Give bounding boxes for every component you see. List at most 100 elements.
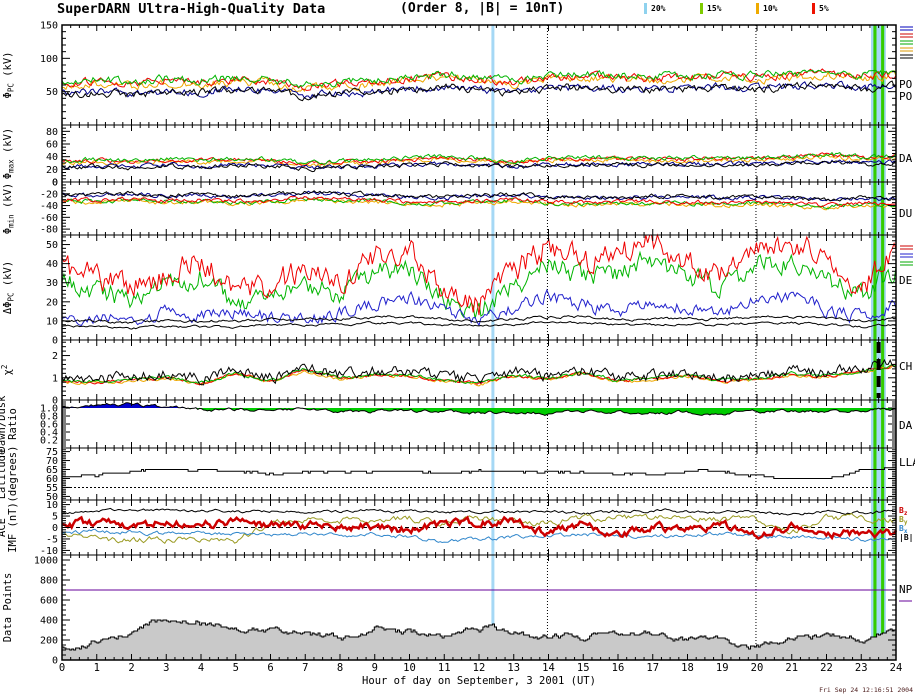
xtick-label: 24 xyxy=(890,662,903,674)
xtick-label: 5 xyxy=(233,662,239,674)
right-label-ch: CH xyxy=(899,360,912,373)
ytick-label-ratio: 0.2 xyxy=(40,436,58,447)
series-dphi-pc-black-upper xyxy=(61,315,897,324)
right-label-da: DA xyxy=(899,152,913,165)
ytick-label-latitude: 55 xyxy=(46,483,58,494)
panel-label-phi-pc: ΦPC (kV) xyxy=(2,52,16,99)
panel-phi-min xyxy=(61,190,897,211)
xtick-label: 12 xyxy=(473,662,486,674)
legend-label: 10% xyxy=(763,4,778,13)
panel-ratio xyxy=(61,402,897,417)
ytick-label-chi2: 2 xyxy=(52,351,58,362)
xtick-label: 13 xyxy=(507,662,520,674)
xtick-label: 8 xyxy=(337,662,343,674)
series-dphi-pc-green xyxy=(61,250,897,319)
ytick-label-data-points: 200 xyxy=(40,636,58,647)
ytick-label-ace-imf: 10 xyxy=(46,500,58,511)
legend-label: 20% xyxy=(651,4,666,13)
series-phi-min-orange xyxy=(61,197,897,211)
legend-swatch xyxy=(700,3,703,14)
panel-chi2 xyxy=(61,357,897,387)
ytick-label-ace-imf: 5 xyxy=(52,512,58,523)
panel-latitude xyxy=(62,467,896,488)
series-chi2-black xyxy=(61,357,897,386)
xtick-label: 15 xyxy=(577,662,590,674)
xtick-label: 17 xyxy=(646,662,659,674)
panel-phi-pc xyxy=(61,68,897,102)
ytick-label-phi-max: 0 xyxy=(52,178,58,189)
panel-label-ace-imf: IMF (nT) xyxy=(7,502,19,553)
axis-labels: 50100150020406080-80-60-40-2000102030405… xyxy=(0,21,915,695)
xtick-label: 1 xyxy=(94,662,100,674)
imf-component-label: Bz xyxy=(899,506,908,517)
ytick-label-phi-max: 80 xyxy=(46,127,58,138)
ytick-label-latitude: 60 xyxy=(46,474,58,485)
ytick-label-latitude: 65 xyxy=(46,465,58,476)
ytick-label-ratio: 0.4 xyxy=(40,428,58,439)
ytick-label-chi2: 0 xyxy=(52,396,58,407)
xtick-label: 23 xyxy=(855,662,868,674)
panel-ace-imf xyxy=(61,507,898,545)
right-label-po: PO xyxy=(899,90,912,103)
legend-label: 5% xyxy=(819,4,829,13)
ytick-label-chi2: 1 xyxy=(52,373,58,384)
xtick-label: 11 xyxy=(438,662,451,674)
series-phi-max-navy xyxy=(61,159,897,170)
series-phi-pc-orange xyxy=(61,69,897,93)
ytick-label-latitude: 50 xyxy=(46,492,58,503)
series-data-points-npts xyxy=(61,619,897,661)
series-phi-min-navy xyxy=(62,190,897,202)
right-label-du: DU xyxy=(899,207,912,220)
xtick-label: 18 xyxy=(681,662,694,674)
xtick-label: 10 xyxy=(403,662,416,674)
series-phi-pc-green xyxy=(61,69,897,89)
xtick-label: 2 xyxy=(128,662,134,674)
xtick-label: 21 xyxy=(785,662,798,674)
series-latitude-boundary-lat xyxy=(62,467,896,479)
series-phi-max-green xyxy=(61,151,897,165)
series-ace-imf-by xyxy=(61,512,897,545)
panel-label-latitude: Latitude xyxy=(0,449,8,500)
ytick-label-phi-pc: 100 xyxy=(40,54,58,65)
ytick-label-ace-imf: -5 xyxy=(46,534,58,545)
axes-frame xyxy=(61,24,897,661)
ytick-label-ace-imf: 0 xyxy=(52,523,58,534)
imf-component-label: |B| xyxy=(899,533,913,542)
ytick-label-ratio: 0.6 xyxy=(40,420,58,431)
ratio-fill-above xyxy=(62,402,896,408)
panel-label-ratio: Dawn/Dusk xyxy=(0,395,8,453)
ytick-label-dphi-pc: 20 xyxy=(46,297,58,308)
xtick-label: 7 xyxy=(302,662,308,674)
right-label-po: PO xyxy=(899,78,912,91)
x-axis-title: Hour of day on September, 3 2001 (UT) xyxy=(362,675,596,687)
right-label-de: DE xyxy=(899,274,912,287)
panel-label-ratio: Ratio xyxy=(7,408,19,440)
series-phi-pc-navy xyxy=(61,80,897,100)
xtick-label: 3 xyxy=(163,662,169,674)
ytick-label-ratio: 0.8 xyxy=(40,412,58,423)
legend-swatch xyxy=(644,3,647,14)
ytick-label-ace-imf: -10 xyxy=(40,546,58,557)
panel-label-ace-imf: ACE xyxy=(0,518,8,537)
ytick-label-data-points: 1000 xyxy=(34,556,58,567)
right-label-da: DA xyxy=(899,419,913,432)
ytick-label-data-points: 600 xyxy=(40,596,58,607)
xtick-label: 22 xyxy=(820,662,833,674)
ytick-label-dphi-pc: 10 xyxy=(46,316,58,327)
event-band-stripe xyxy=(873,25,877,660)
ytick-label-phi-min: 0 xyxy=(52,178,58,189)
panel-label-latitude: (degrees) xyxy=(7,446,19,503)
ytick-label-phi-max: 60 xyxy=(46,140,58,151)
ytick-label-dphi-pc: 40 xyxy=(46,259,58,270)
top-legend: 20% 15% 10% 5% xyxy=(0,0,915,18)
page-title: SuperDARN Ultra-High-Quality Data xyxy=(57,1,326,17)
panel-phi-max xyxy=(61,151,897,173)
panel-data-points xyxy=(61,589,897,661)
panel-label-phi-min: Φmin (kV) xyxy=(2,183,16,234)
panel-label-chi2: χ2​ xyxy=(0,365,14,376)
xtick-label: 4 xyxy=(198,662,204,674)
right-label-lla: LLA xyxy=(899,456,915,469)
xtick-label: 16 xyxy=(612,662,625,674)
series-dphi-pc-red xyxy=(61,233,897,316)
